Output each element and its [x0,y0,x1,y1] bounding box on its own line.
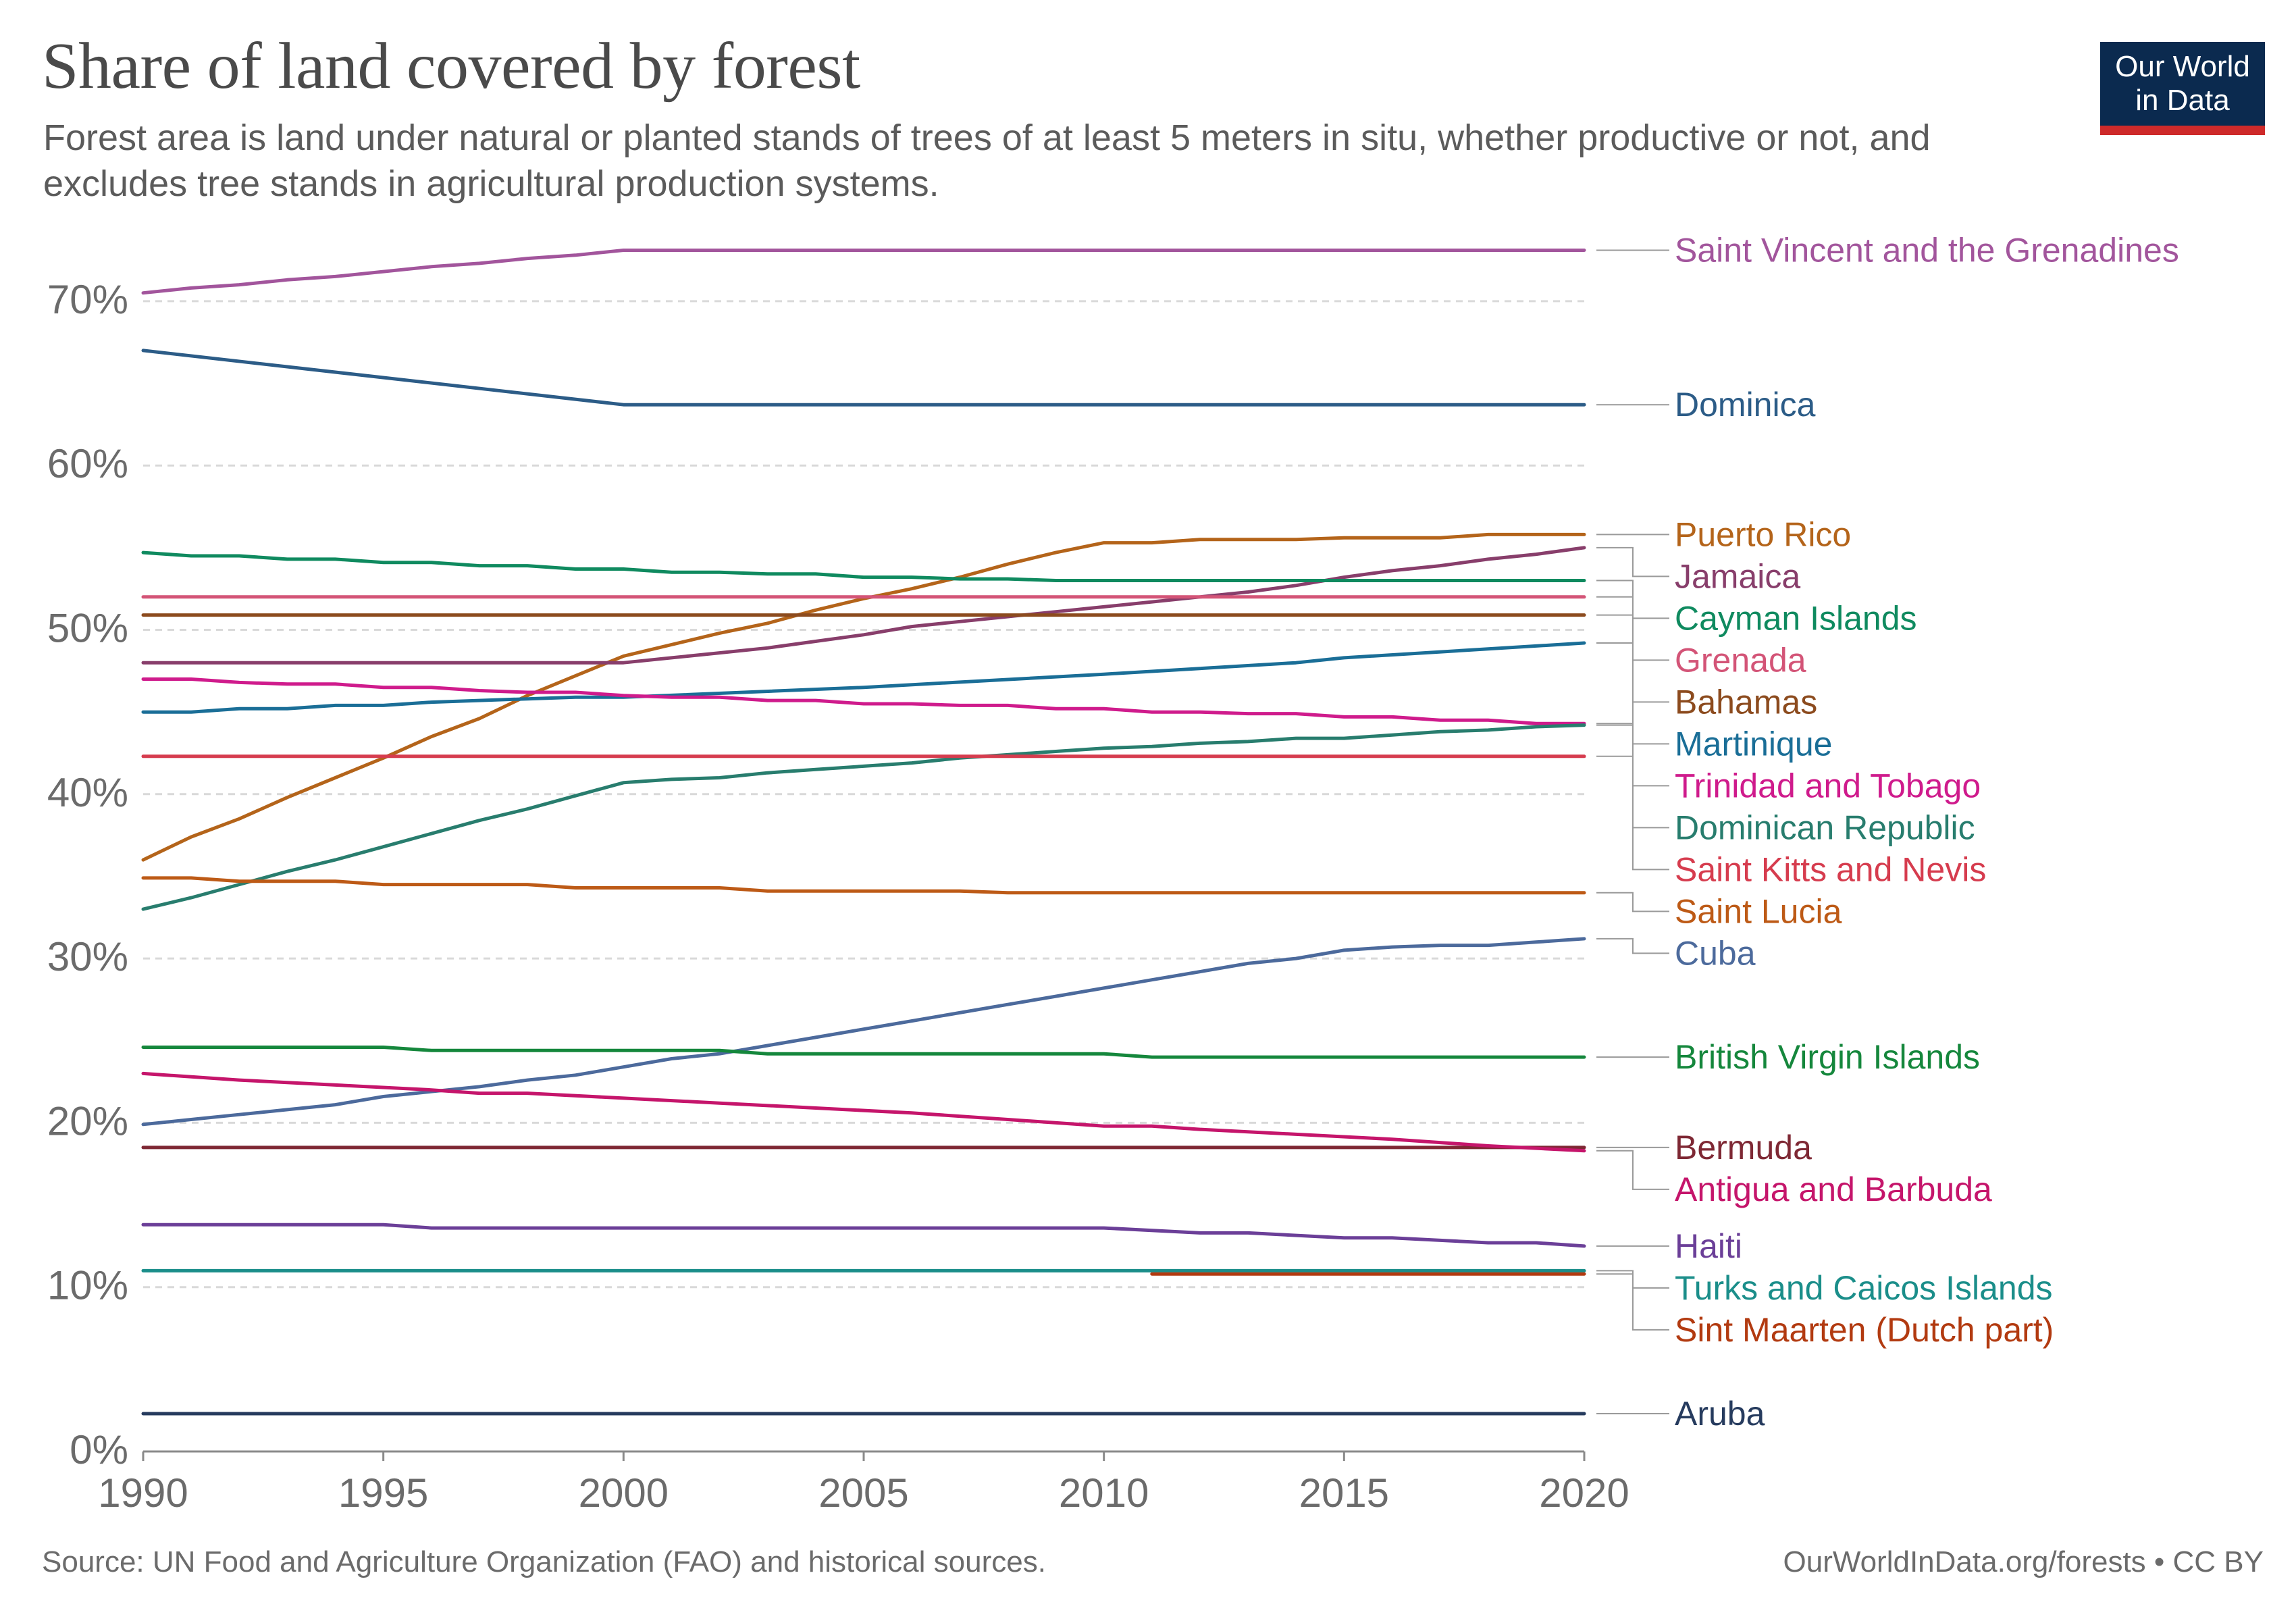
y-tick-label: 30% [47,934,128,979]
series-line-jamaica [141,546,1586,665]
series-label-haiti: Haiti [1675,1227,1742,1265]
series-label-jamaica: Jamaica [1675,557,1800,595]
series-label-aruba: Aruba [1675,1395,1765,1433]
label-connector-antigua-and-barbuda [1596,1150,1669,1190]
label-connector-saint-lucia [1596,892,1669,912]
series-line-saint-lucia [141,876,1586,895]
series-line-dominica [141,349,1586,407]
label-connector-cuba [1596,937,1669,954]
gridlines [143,300,1584,1289]
logo-line-1: Our World [2115,50,2250,83]
series-line-dominican-republic [141,723,1586,911]
series-label-saint-kitts-and-nevis: Saint Kitts and Nevis [1675,850,1986,888]
label-connector-martinique [1596,642,1669,745]
series-label-sint-maarten-dutch-part: Sint Maarten (Dutch part) [1675,1311,2054,1349]
series-label-dominica: Dominica [1675,386,1816,423]
chart-subtitle: Forest area is land under natural or pla… [43,118,1931,204]
series-line-cayman-islands [141,550,1586,582]
x-tick-label: 2000 [579,1470,669,1516]
series-line-martinique [141,641,1586,714]
y-tick-label: 0% [70,1427,128,1472]
series-label-antigua-and-barbuda: Antigua and Barbuda [1675,1170,1992,1208]
license-link[interactable]: OurWorldInData.org/forests • CC BY [1783,1545,2264,1578]
x-tick-label: 2015 [1299,1470,1389,1516]
x-tick-label: 1995 [338,1470,428,1516]
y-tick-label: 10% [47,1263,128,1308]
x-tick-label: 2010 [1059,1470,1149,1516]
x-tick-label: 2005 [818,1470,908,1516]
y-tick-label: 20% [47,1098,128,1143]
y-tick-label: 60% [47,441,128,486]
source-note: Source: UN Food and Agriculture Organiza… [42,1545,1046,1578]
x-tick-label: 1990 [98,1470,188,1516]
series-label-british-virgin-islands: British Virgin Islands [1675,1038,1980,1076]
series-label-dominican-republic: Dominican Republic [1675,808,1975,846]
series-line-haiti [141,1223,1586,1248]
series-line-cuba [141,937,1586,1127]
label-connector-saint-kitts-and-nevis [1596,755,1669,871]
series-label-saint-lucia: Saint Lucia [1675,892,1842,930]
series-label-cayman-islands: Cayman Islands [1675,599,1917,637]
series-label-grenada: Grenada [1675,641,1806,679]
series-label-cuba: Cuba [1675,934,1756,972]
y-tick-label: 40% [47,770,128,815]
series-label-saint-vincent-and-the-grenadines: Saint Vincent and the Grenadines [1675,231,2179,269]
logo-line-2: in Data [2135,84,2230,117]
series-line-antigua-and-barbuda [141,1071,1586,1153]
label-connector-jamaica [1596,546,1669,577]
series-line-puerto-rico [141,532,1586,862]
series-line-saint-vincent-and-the-grenadines [141,249,1586,295]
x-tick-label: 2020 [1539,1470,1629,1516]
axes: 0% 10% 20% 30% 40% 50% 60% 70% 1990 1995 2000 2005 2… [47,277,1629,1516]
series-lines [141,249,1586,1416]
series-line-british-virgin-islands [141,1046,1586,1059]
owid-logo[interactable]: Our World in Data [2100,42,2265,135]
series-label-trinidad-and-tobago: Trinidad and Tobago [1675,767,1981,804]
series-label-martinique: Martinique [1675,725,1832,763]
series-label-bermuda: Bermuda [1675,1129,1812,1166]
label-connector-sint-maarten-dutch-part [1596,1273,1669,1331]
series-label-turks-and-caicos-islands: Turks and Caicos Islands [1675,1269,2053,1307]
series-label-bahamas: Bahamas [1675,683,1817,721]
series-label-puerto-rico: Puerto Rico [1675,515,1851,553]
y-tick-label: 50% [47,606,128,651]
y-tick-label: 70% [47,277,128,322]
series-labels: Saint Vincent and the Grenadines Dominica… [1596,231,2179,1433]
chart-title: Share of land covered by forest [42,30,860,103]
series-line-trinidad-and-tobago [141,677,1586,725]
